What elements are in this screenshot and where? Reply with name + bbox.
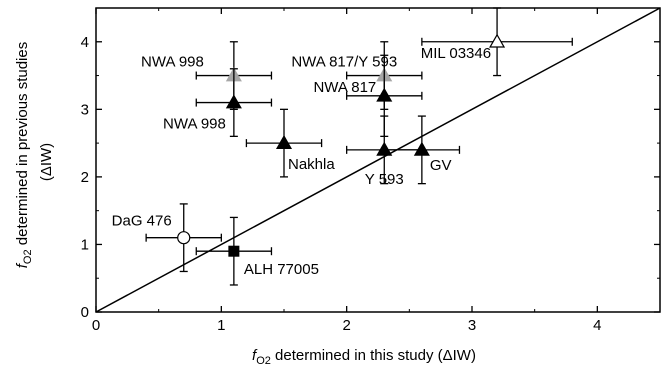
triangle-marker [489,33,506,48]
y-axis-title: fO2 determined in previous studies [14,42,34,268]
triangle-marker [413,141,430,156]
point-label: NWA 817 [313,79,376,96]
circle-marker [177,231,191,245]
x-axis-title-var: f [252,347,258,364]
data-point: NWA 998 [163,68,273,138]
point-label: NWA 817/Y 593 [291,54,397,71]
data-point: GV [383,115,461,185]
data-point: DaG 476 [112,203,222,273]
data-point: ALH 77005 [195,216,319,286]
y-axis-title-text: determined in previous studies [14,42,31,250]
plot-layer: 0 1 2 3 4 0 1 2 3 4 NWA 998 NWA 817/Y 593 NWA 998 NWA… [14,7,661,367]
triangle-marker [225,94,242,109]
triangle-marker [275,134,293,149]
y-tick-label: 3 [81,101,89,118]
point-label: NWA 998 [163,116,226,133]
point-label: GV [430,157,452,174]
data-point: NWA 998 [141,41,273,110]
point-label: ALH 77005 [244,261,319,278]
data-point: Nakhla [245,108,335,178]
y-tick-label: 0 [81,304,89,321]
y-tick-label: 2 [81,169,89,186]
point-label: Y 593 [365,171,404,188]
x-tick-label: 1 [217,317,225,334]
x-tick-label: 2 [342,317,350,334]
y-axis-title-subscript: O2 [22,249,34,264]
triangle-marker [376,87,393,102]
plot-frame [95,7,661,313]
x-axis-title-subscript: O2 [256,355,271,367]
y-axis-title-var: f [14,262,31,268]
y-axis-title-line2: (ΔIW) [38,143,55,181]
y-tick-label: 4 [81,34,89,51]
point-label: MIL 03346 [421,45,491,62]
x-tick-label: 4 [593,317,601,334]
square-marker [228,245,240,257]
x-axis-title: fO2 determined in this study (ΔIW) [252,347,476,367]
data-point: MIL 03346 [421,7,573,77]
point-label: NWA 998 [141,54,204,71]
x-tick-label: 0 [92,317,100,334]
point-label: DaG 476 [112,213,172,230]
x-axis-title-text: determined in this study (ΔIW) [271,347,476,364]
x-tick-label: 3 [468,317,476,334]
y-tick-label: 1 [81,236,89,253]
data-point: NWA 817 [313,54,423,138]
point-label: Nakhla [288,156,335,173]
one-to-one-line [95,7,661,313]
data-point: NWA 817/Y 593 [291,41,423,110]
